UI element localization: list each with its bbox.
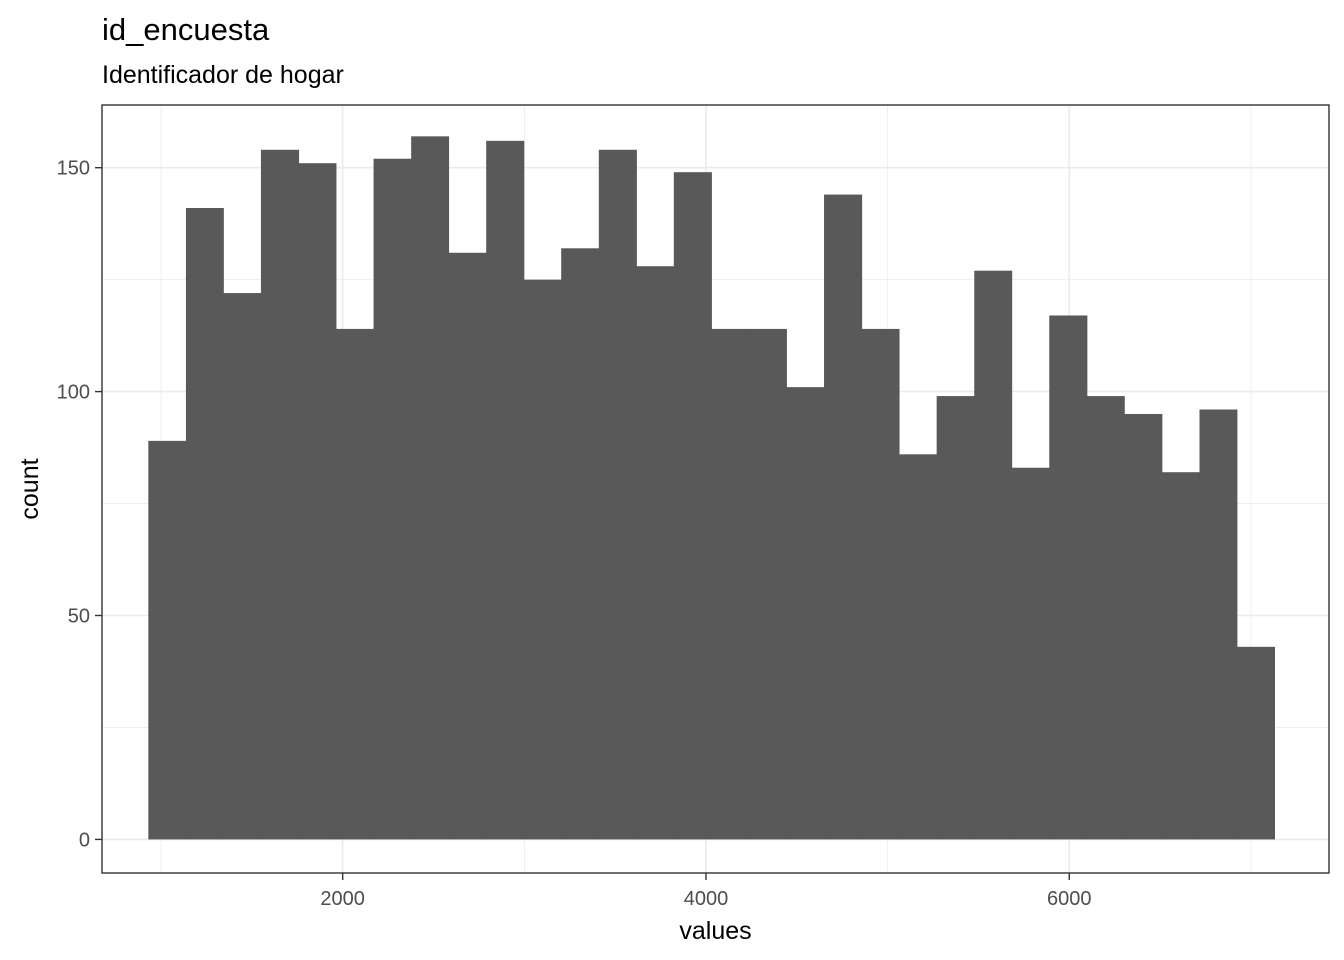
x-tick-label: 2000 — [320, 888, 365, 910]
histogram-bar — [899, 454, 938, 840]
histogram-bar — [786, 387, 825, 840]
histogram-bar — [1086, 396, 1125, 840]
histogram-bar — [223, 293, 262, 840]
axis-ticks: 2000 4000 6000 0 50 100 150 — [57, 158, 1092, 910]
histogram-bar — [298, 163, 337, 840]
x-tick-label: 6000 — [1047, 888, 1092, 910]
histogram-bar — [448, 252, 487, 840]
y-axis-title: count — [16, 458, 44, 519]
histogram-bar — [1199, 409, 1238, 840]
histogram-bar — [1049, 315, 1088, 840]
x-axis-title: values — [679, 917, 751, 945]
histogram-bar — [1161, 472, 1200, 840]
chart-title: id_encuesta — [102, 12, 270, 47]
histogram-bars — [148, 136, 1276, 840]
histogram-bar — [523, 279, 562, 840]
histogram-bar — [636, 266, 675, 840]
histogram-bar — [711, 328, 750, 840]
histogram-bar — [749, 328, 787, 840]
plot-border — [101, 104, 1330, 874]
histogram-bar — [974, 270, 1013, 840]
histogram-bar — [185, 207, 224, 840]
histogram-bar — [936, 396, 975, 840]
y-tick-label: 50 — [68, 606, 90, 628]
histogram-bar — [373, 158, 412, 840]
histogram-bar — [824, 194, 863, 840]
histogram-bar — [411, 136, 450, 840]
histogram-bar — [598, 149, 637, 840]
histogram-bar — [260, 149, 300, 840]
histogram-bar — [861, 328, 900, 840]
histogram-bar — [673, 172, 712, 840]
y-tick-label: 100 — [57, 382, 90, 404]
histogram-bar — [486, 140, 525, 840]
histogram-bar — [1236, 646, 1276, 840]
histogram-bar — [561, 248, 600, 840]
histogram-bar — [148, 440, 187, 840]
y-tick-label: 150 — [57, 158, 90, 180]
chart-subtitle: Identificador de hogar — [102, 61, 344, 89]
y-tick-label: 0 — [79, 829, 90, 851]
x-tick-label: 4000 — [684, 888, 729, 910]
histogram-bar — [1124, 413, 1163, 840]
histogram-bar — [335, 328, 375, 840]
histogram-bar — [1011, 467, 1050, 840]
